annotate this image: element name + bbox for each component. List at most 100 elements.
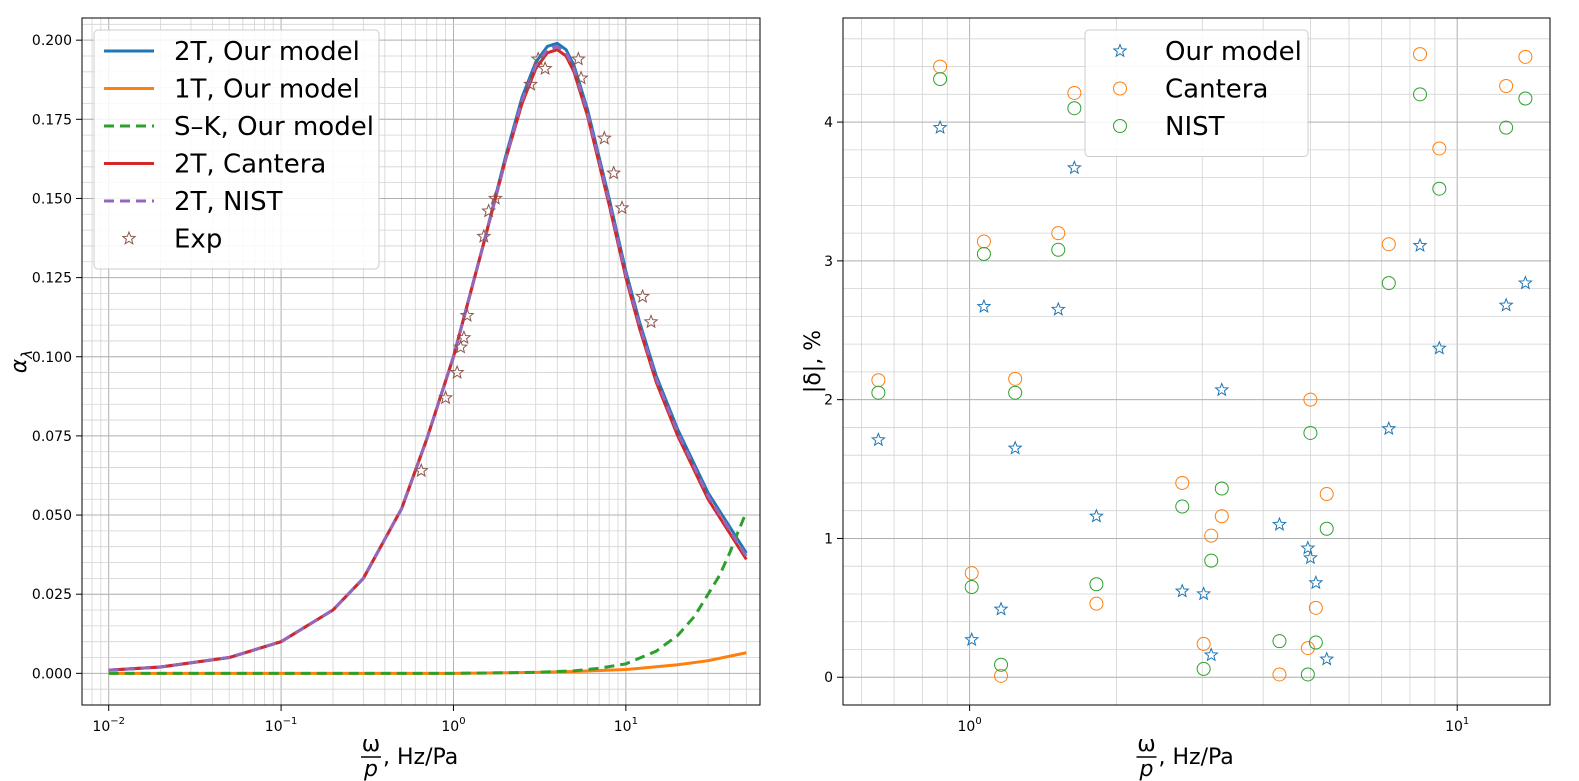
alpha-lambda-chart: 10−2 10−1 100 1010.0000.0250.0500.0750.1000… xyxy=(7,17,761,781)
y-tick-label: 0.025 xyxy=(32,587,72,603)
data-point xyxy=(1303,392,1318,407)
legend-handle xyxy=(1113,81,1127,96)
series-1 xyxy=(108,651,747,675)
y-axis-label: |δ|, % xyxy=(801,330,826,393)
series-2 xyxy=(108,511,748,675)
x-tick-label: 100 xyxy=(957,716,981,735)
legend-label: 2T, Our model xyxy=(174,37,360,67)
data-point xyxy=(1008,371,1023,386)
y-tick-label: 0.150 xyxy=(32,191,72,207)
legend-label: NIST xyxy=(1165,112,1225,142)
x-tick-label-exp: 1 xyxy=(1463,716,1469,727)
y-tick-label: 0.075 xyxy=(32,429,72,445)
legend-handle xyxy=(1112,43,1128,58)
legend-handle xyxy=(121,230,137,245)
y-label-text: |δ|, % xyxy=(801,330,826,393)
legend-box xyxy=(93,29,380,270)
y-tick-label: 3 xyxy=(824,254,833,270)
data-point xyxy=(1196,586,1212,601)
x-label-unit: , Hz/Pa xyxy=(1159,745,1234,770)
y-tick-label: 0.200 xyxy=(32,33,72,49)
data-point xyxy=(1067,85,1082,100)
series-line xyxy=(108,651,747,675)
data-point xyxy=(976,246,991,261)
data-point xyxy=(1302,549,1318,565)
legend-label: 2T, NIST xyxy=(174,187,283,217)
data-point xyxy=(933,59,948,74)
data-point xyxy=(1214,481,1229,496)
data-point xyxy=(530,51,546,66)
data-point xyxy=(1300,641,1315,656)
data-point xyxy=(1413,47,1428,62)
x-tick-label-base: 10 xyxy=(957,719,975,735)
data-point xyxy=(438,390,454,405)
data-point xyxy=(994,668,1009,683)
ticks: 10−2 10−1 100 1010.0000.0250.0500.0750.1000… xyxy=(32,33,638,735)
data-point xyxy=(1196,636,1211,651)
data-point xyxy=(1066,160,1082,175)
data-point xyxy=(1303,425,1318,440)
data-point xyxy=(643,314,659,329)
data-point xyxy=(1089,596,1104,611)
x-tick-label-base: 10 xyxy=(441,719,459,735)
x-tick-label: 100 xyxy=(441,716,465,735)
data-point xyxy=(1051,226,1066,241)
data-point xyxy=(871,385,886,400)
x-tick-label-exp: −1 xyxy=(283,716,298,727)
series-line xyxy=(108,44,748,672)
data-point xyxy=(1308,635,1323,650)
data-point xyxy=(449,364,465,379)
data-point xyxy=(1432,141,1447,156)
data-point xyxy=(1381,276,1396,291)
data-point xyxy=(1498,297,1514,312)
data-point xyxy=(596,130,612,145)
data-point xyxy=(871,373,886,388)
legend: Our model Cantera NIST xyxy=(1084,29,1309,157)
x-tick-label-base: 10 xyxy=(92,719,110,735)
x-tick-label: 101 xyxy=(614,716,638,735)
data-point xyxy=(1499,120,1514,135)
x-label-unit: , Hz/Pa xyxy=(383,745,458,770)
plot-frame xyxy=(81,17,761,706)
data-point xyxy=(976,298,992,314)
y-tick-label: 0.100 xyxy=(32,350,72,366)
data-point xyxy=(1319,651,1335,666)
data-point xyxy=(1308,600,1323,615)
data-point xyxy=(1088,508,1104,523)
x-tick-label: 10−1 xyxy=(265,716,298,735)
data-point xyxy=(1196,661,1211,676)
data-point xyxy=(964,631,980,647)
data-point xyxy=(1204,528,1219,543)
data-point xyxy=(635,288,651,303)
data-point xyxy=(1214,382,1230,397)
data-point xyxy=(1214,509,1229,524)
x-tick-label-exp: 0 xyxy=(459,716,465,727)
y-tick-label: 0.125 xyxy=(32,271,72,287)
plot-area xyxy=(108,41,748,675)
data-point xyxy=(453,339,469,354)
y-tick-label: 1 xyxy=(824,531,833,547)
x-tick-label: 101 xyxy=(1445,716,1469,735)
data-point xyxy=(993,601,1009,616)
data-point xyxy=(1089,577,1104,592)
legend-label: 2T, Cantera xyxy=(174,150,326,180)
data-point xyxy=(994,657,1009,672)
data-point xyxy=(964,566,979,581)
y-tick-label: 0 xyxy=(824,670,833,686)
data-point xyxy=(1381,420,1397,436)
legend-handle xyxy=(1113,119,1127,133)
y-tick-label: 0.050 xyxy=(32,508,72,524)
data-point xyxy=(1174,583,1190,598)
data-point xyxy=(1272,667,1287,682)
data-point xyxy=(1412,237,1428,252)
data-point xyxy=(1300,667,1315,682)
data-point xyxy=(870,432,886,447)
data-point xyxy=(537,60,553,76)
legend: 2T, Our model 1T, Our model S–K, Our model… xyxy=(93,29,380,270)
data-point xyxy=(606,165,622,180)
legend-label: Our model xyxy=(1165,37,1302,67)
data-point xyxy=(1175,499,1190,514)
y-tick-label: 4 xyxy=(824,115,833,131)
data-point xyxy=(570,51,586,66)
